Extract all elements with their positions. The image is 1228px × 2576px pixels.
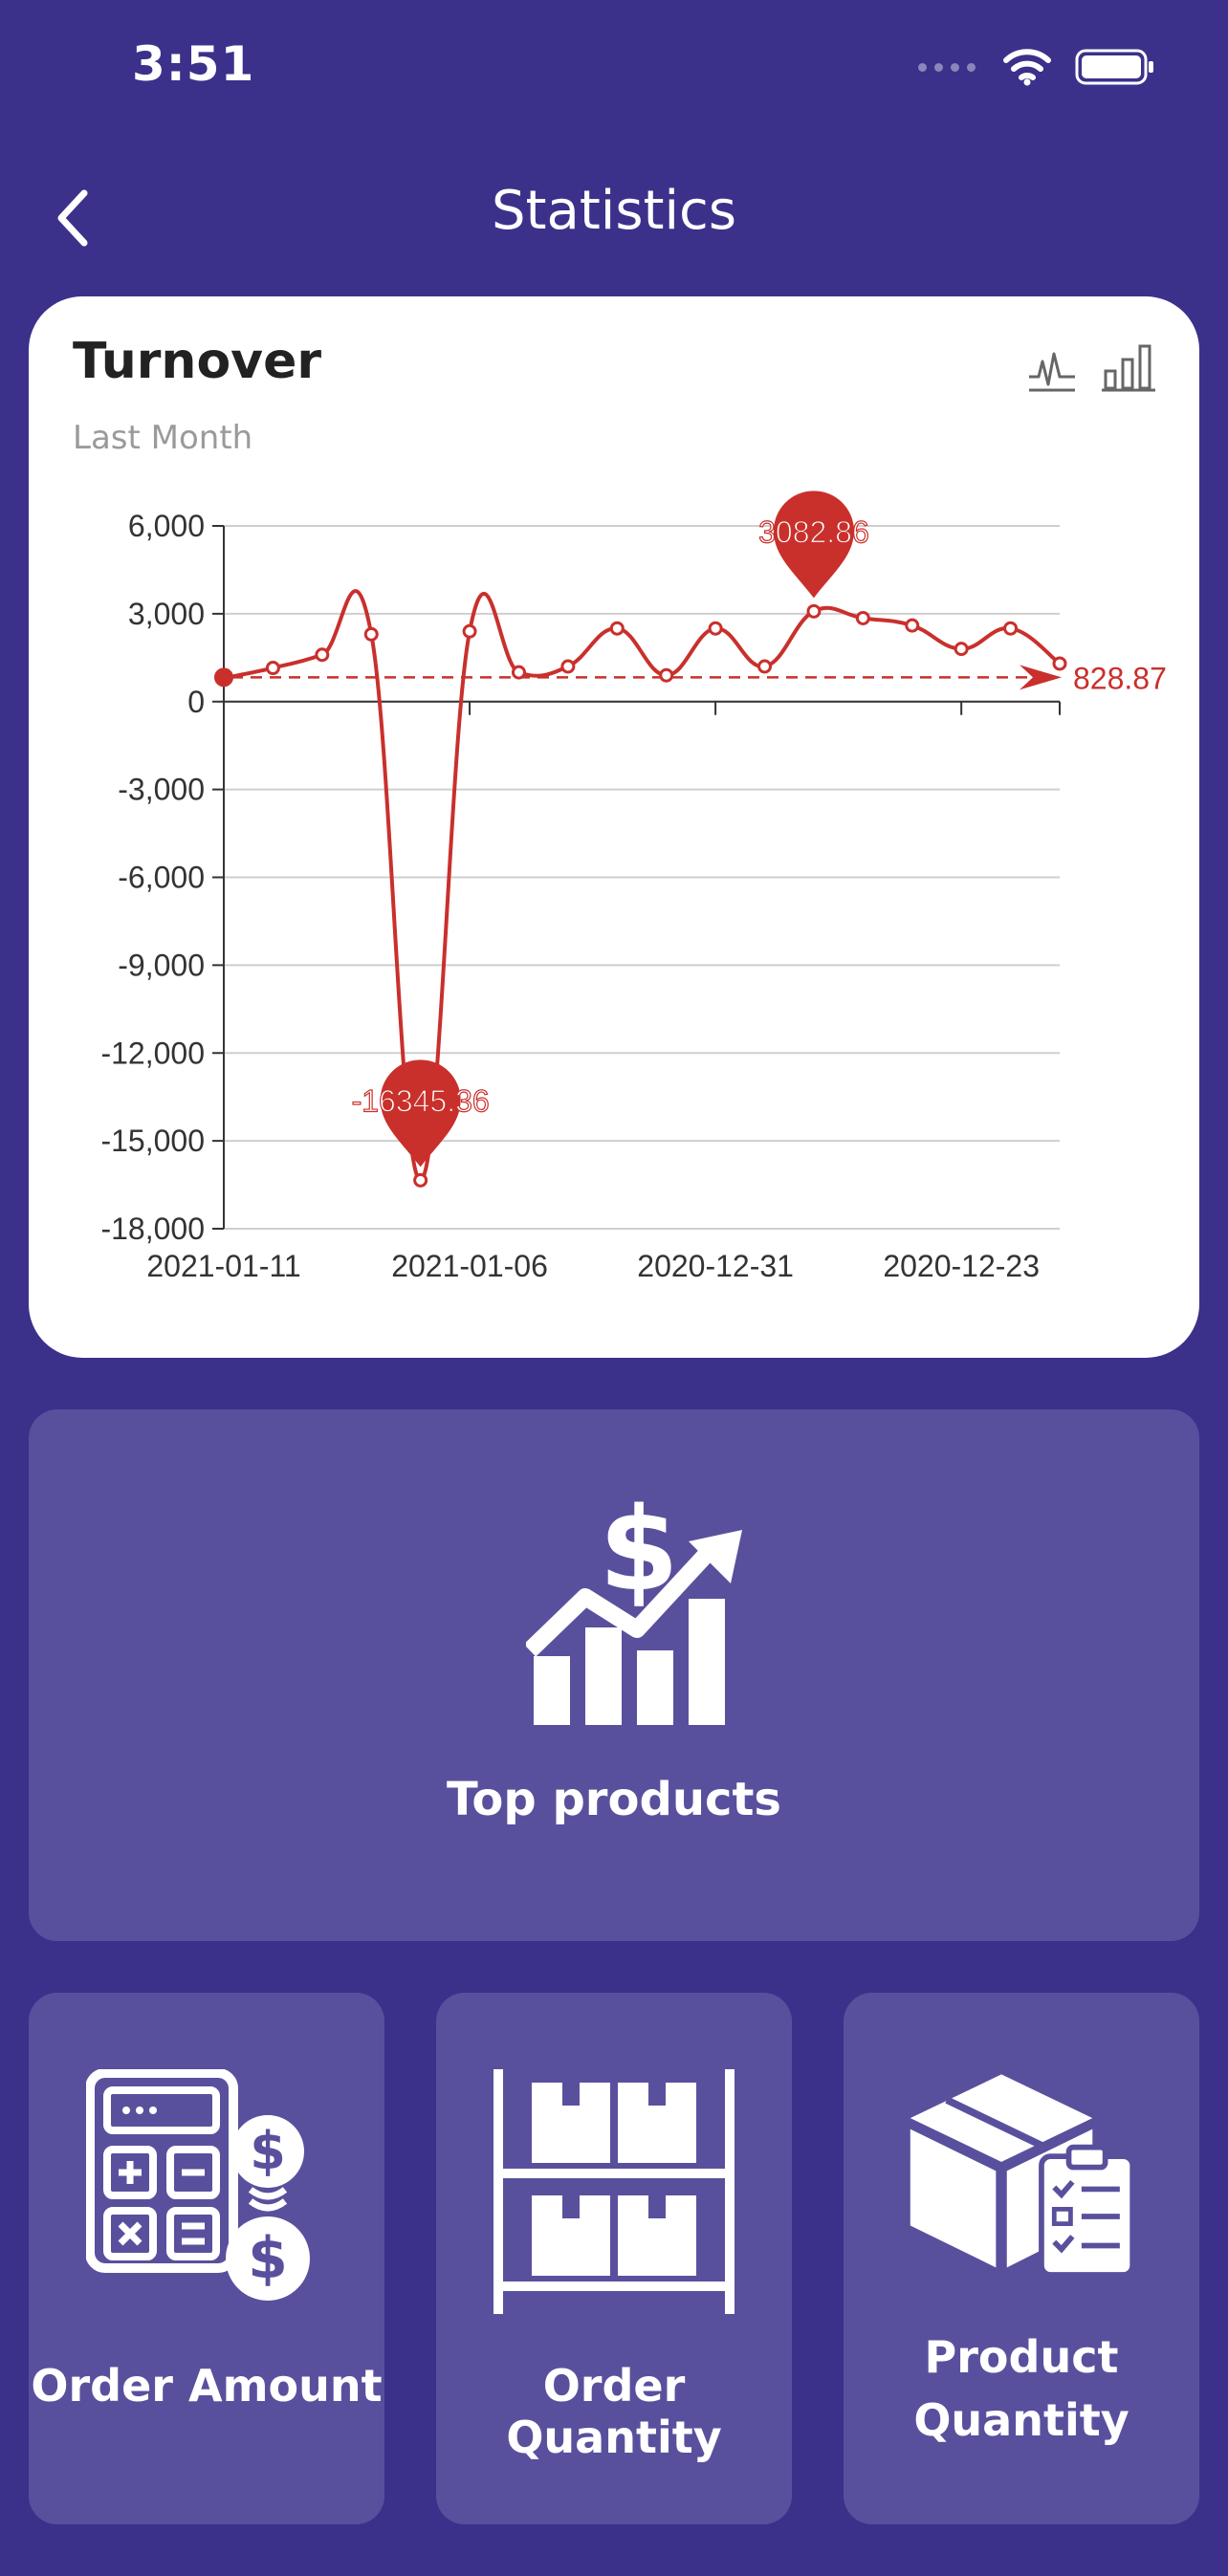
data-point	[757, 659, 773, 674]
turnover-chart-card: 6,000 3,000 0 -3,000 -6,000 -9,000 -12,000 -15,…	[29, 296, 1199, 1358]
x-tick-label: 2021-01-11	[146, 1249, 300, 1283]
page-title: Statistics	[492, 180, 736, 242]
signal-icon	[918, 62, 976, 72]
max-marker-pin	[773, 491, 854, 599]
product-quantity-label: Product Quantity	[844, 2325, 1199, 2452]
status-time: 3:51	[132, 36, 255, 92]
product-quantity-label-line1: Product	[924, 2331, 1119, 2383]
line-chart-toggle-button[interactable]	[1023, 338, 1081, 396]
data-point	[1003, 621, 1019, 636]
data-point	[954, 642, 969, 657]
data-point	[806, 603, 822, 619]
calculator-money-icon: $ $	[86, 2069, 310, 2301]
min-marker-label: -16345.36	[352, 1083, 490, 1118]
data-point	[265, 661, 280, 676]
bar-chart-toggle-button[interactable]	[1100, 338, 1157, 396]
data-point	[659, 667, 674, 683]
y-tick-label: -6,000	[118, 861, 205, 895]
average-start-marker	[214, 667, 233, 688]
y-tick-label: -12,000	[100, 1036, 205, 1070]
top-products-tile[interactable]: $ Top products	[29, 1409, 1199, 1941]
x-tick-label: 2021-01-06	[391, 1249, 548, 1283]
svg-text:$: $	[250, 2121, 286, 2181]
y-tick-label: 0	[187, 685, 205, 719]
wifi-icon	[1003, 49, 1051, 86]
top-products-label: Top products	[447, 1773, 781, 1826]
average-label: 828.87	[1073, 661, 1167, 695]
order-quantity-label: Order Quantity	[506, 2360, 722, 2463]
chart-title: Turnover	[73, 333, 321, 390]
data-point	[462, 623, 477, 639]
data-point	[511, 665, 526, 680]
data-point	[905, 618, 920, 633]
series-line	[223, 589, 1062, 1183]
bar-chart-icon	[1102, 344, 1155, 392]
svg-text:$: $	[248, 2225, 288, 2292]
product-quantity-label-line2: Quantity	[913, 2394, 1129, 2446]
chevron-left-icon	[57, 189, 88, 247]
x-tick-label: 2020-12-23	[883, 1249, 1040, 1283]
y-tick-label: 3,000	[128, 597, 205, 631]
chart-subtitle: Last Month	[73, 419, 253, 457]
order-quantity-tile[interactable]: Order Quantity	[436, 1993, 792, 2524]
y-tick-label: -15,000	[100, 1124, 205, 1158]
y-tick-label: -18,000	[100, 1212, 205, 1246]
y-tick-label: -3,000	[118, 773, 205, 807]
x-tick-label: 2020-12-31	[637, 1249, 794, 1283]
data-point	[855, 610, 870, 625]
average-arrow	[1020, 665, 1062, 690]
navigation-bar: Statistics	[0, 163, 1228, 268]
data-point	[315, 647, 330, 663]
battery-icon	[1075, 49, 1153, 85]
data-point	[708, 621, 723, 636]
product-quantity-tile[interactable]: Product Quantity	[844, 1993, 1199, 2524]
y-tick-label: 6,000	[128, 509, 205, 543]
y-tick-label: -9,000	[118, 948, 205, 982]
line-chart-icon	[1029, 352, 1075, 392]
data-point	[363, 626, 379, 642]
box-checklist-icon	[910, 2074, 1136, 2278]
status-bar: 3:51	[0, 0, 1228, 143]
warehouse-shelf-icon	[493, 2069, 735, 2314]
status-indicators	[918, 48, 1155, 86]
sales-growth-icon: $	[526, 1486, 742, 1725]
data-point	[413, 1172, 428, 1188]
data-point	[609, 621, 625, 636]
data-point	[560, 659, 576, 674]
data-point	[1052, 656, 1067, 671]
order-amount-tile[interactable]: $ $ Order Amount	[29, 1993, 384, 2524]
max-marker-label: 3082.86	[758, 514, 869, 549]
min-marker-pin	[380, 1059, 461, 1168]
back-button[interactable]	[34, 180, 111, 256]
order-amount-label: Order Amount	[31, 2360, 383, 2412]
turnover-chart: 6,000 3,000 0 -3,000 -6,000 -9,000 -12,000 -15,…	[100, 491, 1167, 1283]
